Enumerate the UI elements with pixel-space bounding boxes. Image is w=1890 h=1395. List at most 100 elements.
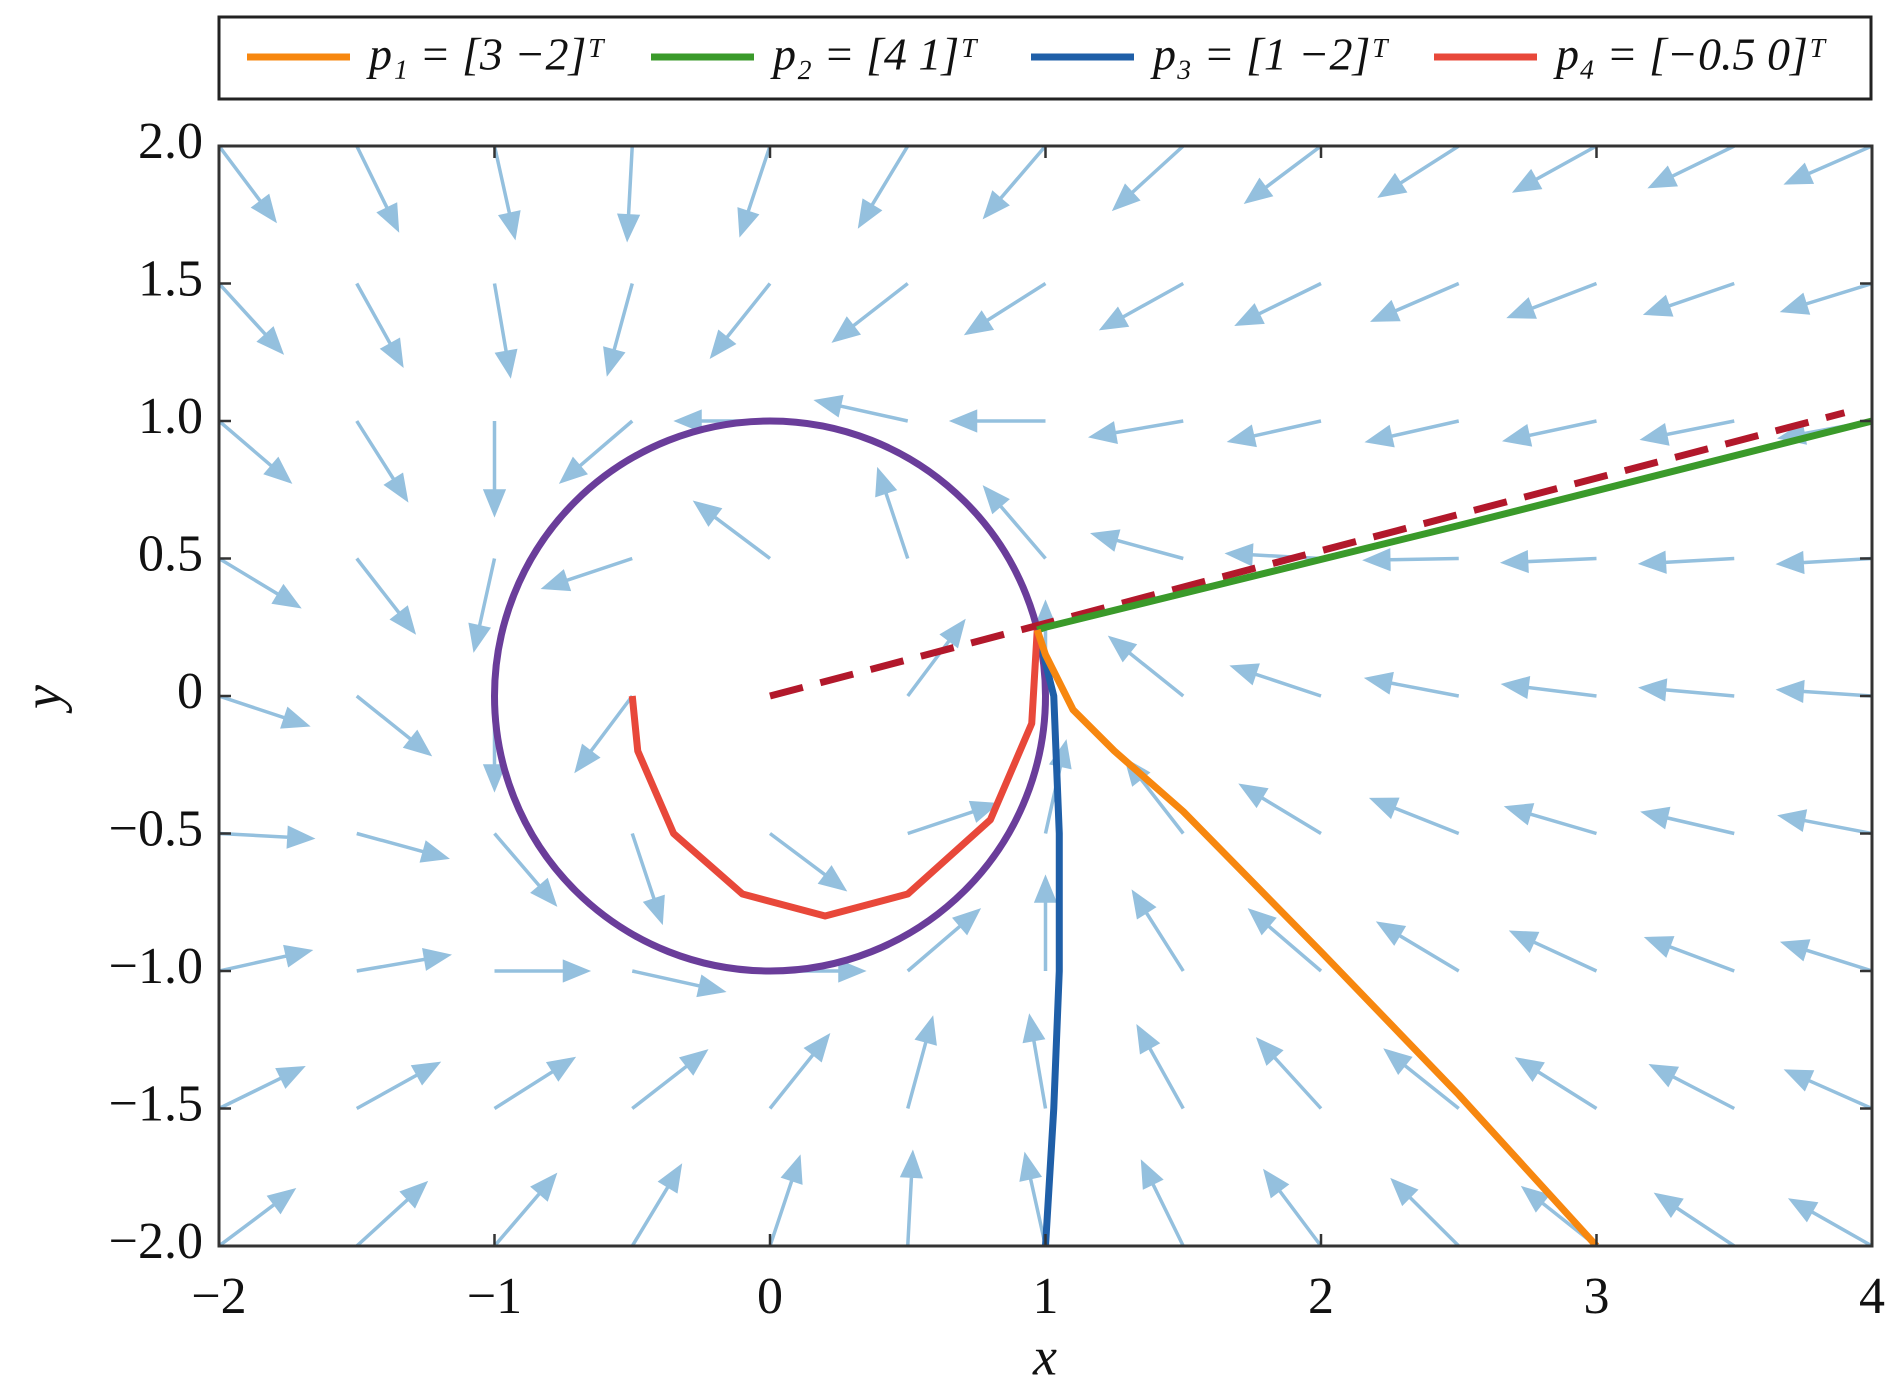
- field-arrow: [1111, 146, 1185, 212]
- trajectory: [1033, 628, 1600, 1246]
- field-arrow: [219, 944, 314, 973]
- reference-line: [769, 409, 1846, 700]
- field-arrow: [492, 146, 521, 241]
- field-arrow: [1642, 281, 1735, 317]
- field-arrow: [1107, 635, 1185, 698]
- legend-label: p₃ = [1 −2]ᵀ: [1150, 29, 1389, 80]
- legend-label: p₄ = [−0.5 0]ᵀ: [1553, 29, 1827, 80]
- field-arrow: [356, 831, 450, 863]
- field-arrow: [1500, 676, 1597, 700]
- field-arrow: [492, 283, 518, 379]
- y-tick-label: 2.0: [138, 113, 203, 170]
- field-arrow: [1643, 936, 1735, 973]
- field-arrow: [1502, 419, 1597, 447]
- y-tick-label: 1.5: [138, 250, 203, 307]
- x-tick-label: 3: [1584, 1268, 1610, 1325]
- field-arrow: [1377, 146, 1460, 198]
- field-arrow: [906, 1015, 937, 1109]
- field-arrow: [1375, 921, 1460, 973]
- field-arrow: [355, 557, 417, 635]
- legend-label: p₁ = [3 −2]ᵀ: [366, 29, 605, 80]
- field-arrow: [603, 283, 634, 377]
- field-arrow: [1783, 1069, 1872, 1111]
- field-arrow: [468, 558, 497, 653]
- field-arrow: [963, 282, 1047, 336]
- field-arrow: [1234, 281, 1322, 326]
- field-arrow: [1511, 146, 1598, 193]
- field-arrow: [631, 969, 727, 998]
- field-arrow: [737, 146, 772, 238]
- field-arrow: [219, 146, 277, 224]
- y-tick-label: −2.0: [109, 1213, 203, 1270]
- field-arrow: [493, 1172, 558, 1246]
- x-tick-label: 2: [1308, 1268, 1334, 1325]
- field-arrow: [1499, 549, 1597, 574]
- field-arrow: [768, 1033, 831, 1110]
- field-arrow: [831, 282, 909, 343]
- field-arrow: [1368, 797, 1460, 836]
- field-arrow: [692, 500, 772, 560]
- field-arrow: [1363, 671, 1460, 698]
- field-arrow: [1263, 1168, 1323, 1246]
- field-arrow: [219, 694, 311, 729]
- field-arrow: [875, 466, 910, 560]
- field-arrow: [219, 282, 285, 355]
- field-arrow: [355, 146, 400, 233]
- field-arrow: [1775, 679, 1872, 704]
- curves: [491, 409, 1872, 1246]
- field-arrow: [219, 557, 302, 609]
- x-tick-label: 4: [1859, 1268, 1885, 1325]
- field-arrow: [219, 825, 316, 849]
- field-arrow: [1362, 548, 1459, 572]
- field-arrow: [907, 800, 1000, 836]
- field-arrow: [1247, 908, 1323, 973]
- y-tick-label: −1.0: [109, 938, 203, 995]
- field-arrow: [1647, 146, 1736, 189]
- field-arrow: [1775, 550, 1872, 575]
- field-arrow: [356, 948, 452, 973]
- field-arrow: [709, 282, 772, 359]
- field-arrow: [355, 282, 404, 368]
- field-arrow: [1090, 529, 1184, 561]
- field-arrow: [906, 908, 982, 973]
- field-arrow: [1503, 803, 1597, 836]
- field-arrow: [630, 832, 665, 926]
- field-arrow: [1508, 930, 1598, 973]
- field-arrow: [768, 1154, 803, 1246]
- field-arrow: [1640, 806, 1735, 836]
- field-arrow: [1224, 543, 1322, 567]
- field-arrow: [1098, 281, 1185, 331]
- field-arrow: [355, 420, 409, 503]
- trajectory: [628, 629, 1041, 920]
- y-tick-label: 1.0: [138, 388, 203, 445]
- field-arrow: [493, 832, 558, 907]
- field-arrow: [982, 485, 1047, 560]
- field-arrow: [355, 1180, 429, 1246]
- field-arrow: [1520, 1185, 1598, 1246]
- field-arrow: [1255, 1037, 1323, 1110]
- field-arrow: [574, 694, 634, 774]
- field-arrow: [630, 1163, 683, 1246]
- field-arrow: [1514, 1057, 1598, 1110]
- field-arrow: [1136, 1024, 1185, 1110]
- field-arrow: [1383, 1048, 1460, 1110]
- y-tick-label: −0.5: [109, 800, 203, 857]
- field-arrow: [355, 694, 433, 757]
- field-arrow: [1779, 281, 1872, 315]
- field-arrow: [631, 1049, 709, 1110]
- field-arrow: [1364, 419, 1460, 448]
- field-arrow: [1140, 1159, 1185, 1246]
- axes: −2 −1 0 1 2 3 4 −2.0 −1.5 −1.0 −0.5 0 0.5 1.0 1.5 2.0: [109, 113, 1885, 1325]
- y-tick-label: 0: [177, 663, 203, 720]
- x-tick-label: −1: [467, 1268, 522, 1325]
- field-arrow: [558, 419, 634, 484]
- x-tick-label: 1: [1033, 1268, 1059, 1325]
- field-arrow: [1648, 1063, 1736, 1111]
- field-arrow: [948, 409, 1046, 433]
- field-arrow: [899, 1149, 923, 1246]
- field-arrow: [1638, 678, 1735, 702]
- legend-label: p₂ = [4 1]ᵀ: [770, 29, 978, 80]
- field-arrow: [1390, 1177, 1460, 1246]
- target-circle: [491, 417, 1049, 975]
